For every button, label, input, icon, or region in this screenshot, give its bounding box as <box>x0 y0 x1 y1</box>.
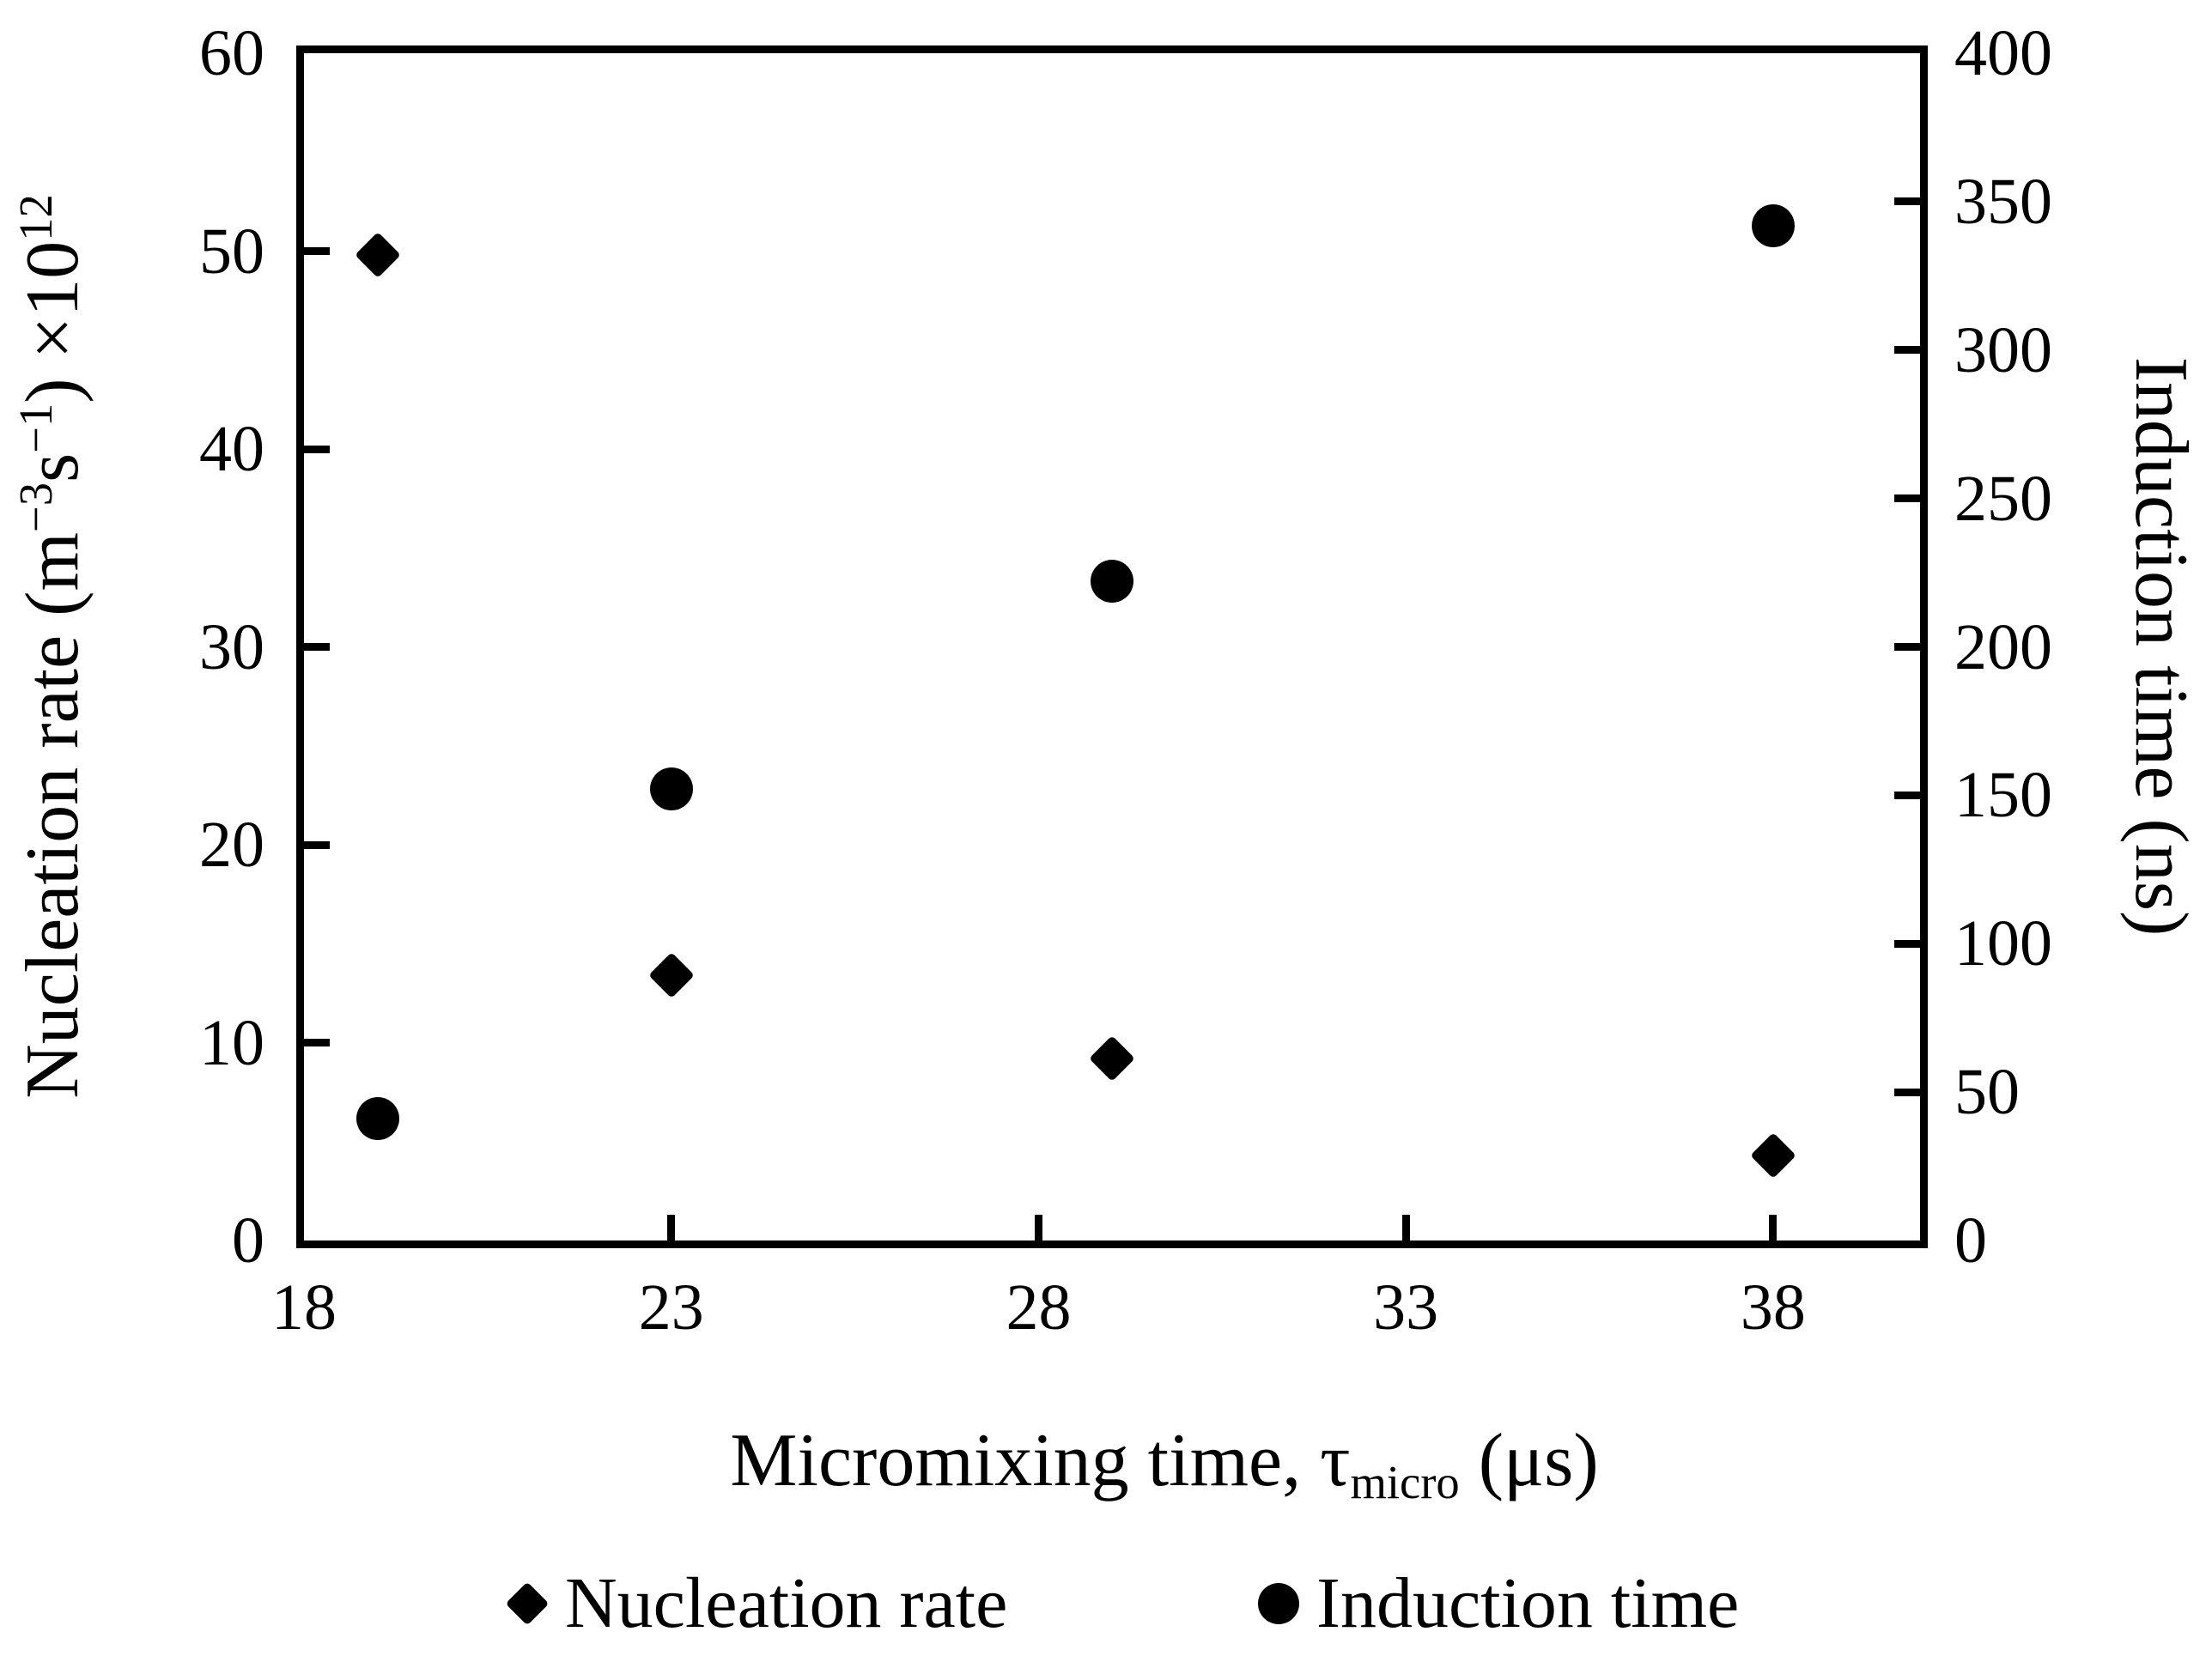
x-tick-label: 23 <box>638 1271 704 1344</box>
x-axis-title: Micromixing time, τmicro (μs) <box>730 1423 1598 1507</box>
data-point-diamond <box>1750 1132 1796 1179</box>
legend-label: Induction time <box>1316 1563 1740 1643</box>
y-left-tick-label: 0 <box>232 1204 264 1277</box>
y-left-tick-label: 20 <box>199 809 264 881</box>
y-left-tick-label: 30 <box>199 610 264 683</box>
diamond-marker-icon <box>505 1581 550 1626</box>
x-tick <box>1401 1215 1410 1240</box>
y-right-tick <box>1894 1088 1920 1096</box>
x-tick <box>1034 1215 1042 1240</box>
x-tick-label: 28 <box>1006 1271 1072 1344</box>
y-right-tick-label: 300 <box>1954 313 2052 386</box>
axis-title-text: −1 <box>9 403 62 453</box>
y-right-tick-label: 150 <box>1954 759 2052 832</box>
axis-title-text: Nucleation rate (m <box>11 532 94 1099</box>
y-right-tick <box>1894 643 1920 651</box>
data-point-diamond <box>354 232 401 278</box>
y-right-tick <box>1894 197 1920 206</box>
legend-label: Nucleation rate <box>565 1563 1008 1643</box>
y-left-tick-label: 60 <box>199 17 264 89</box>
data-point-circle <box>1751 203 1795 247</box>
legend-item-nucleation-rate: Nucleation rate <box>505 1563 1008 1643</box>
y-left-tick <box>304 643 330 651</box>
axis-title-text: ) ×10 <box>11 240 94 403</box>
y-right-tick-label: 400 <box>1954 17 2052 89</box>
data-point-diamond <box>647 952 695 998</box>
legend-item-induction-time: Induction time <box>1258 1568 1739 1640</box>
data-point-circle <box>649 767 693 811</box>
y-right-tick-label: 200 <box>1954 610 2052 683</box>
y-left-tick <box>304 445 330 453</box>
axis-title-text: (μs) <box>1459 1419 1599 1502</box>
y-right-tick-label: 250 <box>1954 462 2052 535</box>
axis-title-text: −3 <box>9 482 62 533</box>
y-right-tick <box>1894 346 1920 355</box>
y-left-tick-label: 50 <box>199 215 264 288</box>
circle-marker-icon <box>1258 1583 1299 1624</box>
y-left-tick <box>304 1039 330 1046</box>
x-tick-label: 38 <box>1740 1271 1806 1344</box>
axis-title-text: Micromixing time, τ <box>730 1419 1351 1502</box>
data-point-circle <box>356 1097 399 1141</box>
y-right-tick-label: 100 <box>1954 907 2052 980</box>
y-right-tick <box>1894 939 1920 948</box>
y-left-tick-label: 40 <box>199 413 264 485</box>
x-tick <box>667 1215 676 1240</box>
axis-title-text: s <box>11 452 94 483</box>
y-right-tick-label: 0 <box>1954 1204 1987 1277</box>
y-left-tick <box>304 840 330 849</box>
y-left-tick <box>304 247 330 255</box>
y-right-tick-label: 50 <box>1954 1056 2020 1129</box>
y-right-tick-label: 350 <box>1954 165 2052 238</box>
y-left-tick-label: 10 <box>199 1006 264 1079</box>
x-tick <box>1769 1215 1778 1240</box>
x-tick-label: 33 <box>1373 1271 1439 1344</box>
y-axis-left-title: Nucleation rate (m−3s−1) ×1012 <box>9 194 94 1099</box>
x-tick-label: 18 <box>271 1271 337 1344</box>
y-right-tick <box>1894 494 1920 503</box>
axis-title-text: micro <box>1350 1456 1460 1509</box>
y-right-tick <box>1894 791 1920 799</box>
y-axis-right-title: Induction time (ns) <box>2119 357 2203 937</box>
axis-title-text: 12 <box>9 194 62 241</box>
plot-area: 0 10 20 30 40 50 60 0 50 100 150 200 250 300 350 400 18 2… <box>199 21 2052 1340</box>
data-point-diamond <box>1089 1035 1135 1082</box>
data-point-circle <box>1091 560 1133 604</box>
axis-title-text: Induction time (ns) <box>2119 356 2203 937</box>
